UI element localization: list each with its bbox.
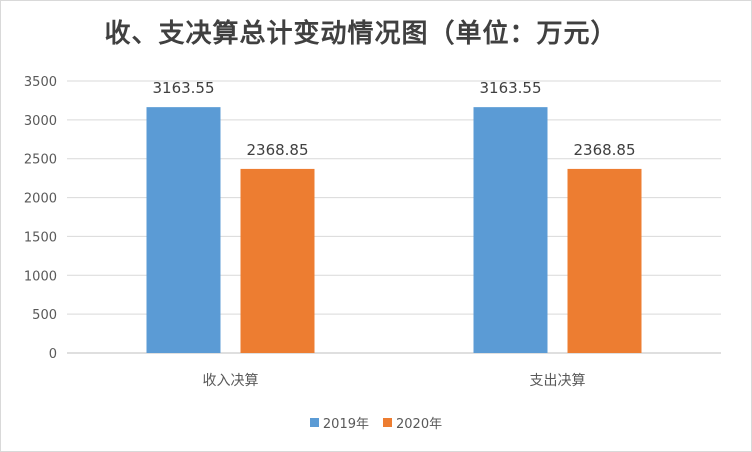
chart-legend: 2019年 2020年 bbox=[1, 413, 751, 432]
chart-title: 收、支决算总计变动情况图（单位：万元） bbox=[104, 19, 618, 49]
data-label-0-0: 3163.55 bbox=[152, 79, 214, 97]
data-label-0-1: 2368.85 bbox=[246, 141, 308, 159]
bar-1-0 bbox=[473, 107, 548, 353]
legend-entry-2020: 2020年 bbox=[383, 413, 442, 432]
y-tick-label-500: 500 bbox=[32, 308, 57, 323]
legend-swatch-2019 bbox=[309, 418, 319, 427]
bar-0-0 bbox=[146, 107, 221, 353]
y-tick-label-0: 0 bbox=[49, 347, 57, 362]
y-tick-label-3000: 3000 bbox=[24, 114, 57, 129]
legend-swatch-2020 bbox=[383, 418, 392, 427]
legend-label-2020: 2020年 bbox=[396, 417, 443, 432]
y-tick-label-2000: 2000 bbox=[24, 192, 57, 207]
y-tick-label-3500: 3500 bbox=[24, 75, 57, 90]
x-category-label-1: 支出决算 bbox=[530, 373, 586, 389]
bar-0-1 bbox=[240, 168, 315, 353]
legend-label-2019: 2019年 bbox=[322, 417, 369, 432]
y-tick-label-1500: 1500 bbox=[24, 230, 57, 245]
bar-1-1 bbox=[567, 168, 642, 353]
legend-entry-2019: 2019年 bbox=[309, 413, 369, 432]
data-label-1-1: 2368.85 bbox=[573, 141, 635, 159]
x-category-label-0: 收入决算 bbox=[203, 373, 259, 389]
data-label-1-0: 3163.55 bbox=[479, 79, 541, 97]
y-tick-label-1000: 1000 bbox=[24, 269, 57, 284]
y-tick-label-2500: 2500 bbox=[24, 153, 57, 168]
